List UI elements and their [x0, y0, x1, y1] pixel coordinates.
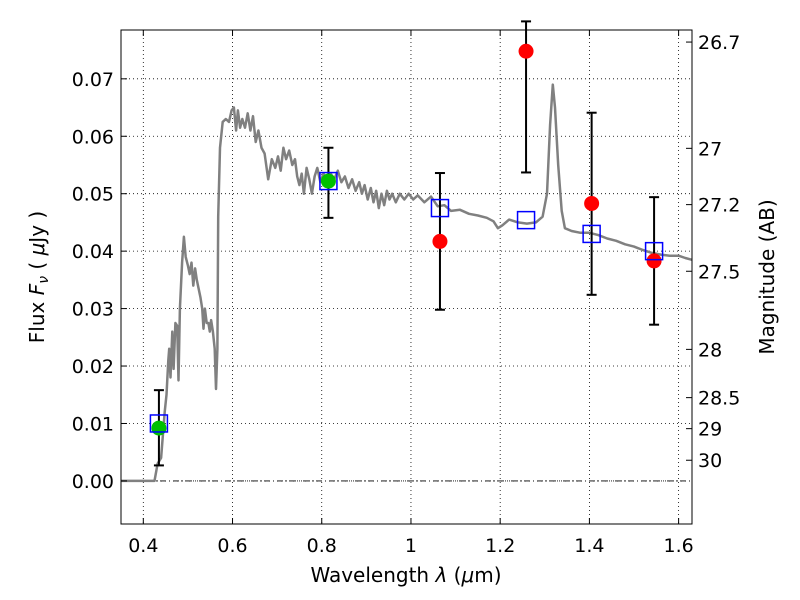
- model-photometry-squares: [149, 171, 664, 433]
- y-axis-mu: μ: [25, 243, 49, 257]
- x-tick-label: 1: [405, 535, 417, 557]
- x-axis-title-text: Wavelength: [310, 563, 435, 587]
- y-axis-nu: ν: [36, 276, 52, 284]
- model-spectrum: [121, 83, 693, 483]
- plot-frame: [120, 29, 693, 525]
- model-photometry-square: [582, 224, 601, 244]
- x-tick-label: 1.4: [574, 535, 604, 557]
- y-tick-label: 0.00: [72, 471, 114, 493]
- mag-tick-label: 26.7: [698, 32, 740, 54]
- y-tick-label: 0.02: [72, 356, 114, 378]
- x-axis-mu: μ: [460, 563, 474, 587]
- mag-tick-label: 27.5: [698, 261, 740, 283]
- detection-point: [151, 420, 167, 436]
- y-axis-unit: Jy ): [25, 211, 49, 245]
- y-tick-label: 0.07: [72, 69, 114, 91]
- x-tick-label: 0.8: [307, 535, 337, 557]
- y-tick-label: 0.05: [72, 184, 114, 206]
- y-axis-paren: (: [25, 255, 49, 276]
- mag-tick-label: 30: [698, 450, 722, 472]
- right-axis-title: Magnitude (AB): [755, 199, 779, 354]
- x-axis-unit: m): [474, 563, 501, 587]
- y-axis-title: Flux Fν ( μJy ): [25, 211, 52, 343]
- y-axis-title-text: Flux: [25, 295, 49, 343]
- x-tick-label: 1.2: [485, 535, 515, 557]
- mag-tick-label: 27.2: [698, 195, 740, 217]
- model-photometry-square: [430, 198, 450, 218]
- tick-labels: 0.4 0.6 0.8 1 1.2 1.4 1.6 0.00 0.01 0.02 0.03 0.04 0…: [72, 32, 741, 557]
- y-tick-label: 0.04: [72, 241, 114, 263]
- x-tick-label: 1.6: [664, 535, 694, 557]
- detection-point: [320, 173, 336, 189]
- x-axis-title: Wavelength λ (μm): [310, 563, 501, 587]
- mag-tick-label: 29: [698, 419, 722, 441]
- mag-tick-label: 27: [698, 138, 722, 160]
- model-photometry-square: [644, 241, 664, 261]
- model-photometry-square: [319, 171, 338, 191]
- x-tick-label: 0.6: [217, 535, 247, 557]
- y-tick-label: 0.03: [72, 299, 114, 321]
- nondetection-point: [518, 43, 534, 59]
- nondetection-point: [646, 253, 662, 269]
- model-photometry-square: [516, 210, 536, 230]
- model-photometry-square: [149, 414, 169, 433]
- nondetection-point: [584, 195, 600, 211]
- axis-ticks: [121, 30, 692, 524]
- y-tick-label: 0.01: [72, 413, 114, 435]
- spectrum-line: [121, 83, 693, 483]
- x-axis-lambda: λ: [434, 563, 447, 587]
- x-tick-label: 0.4: [128, 535, 158, 557]
- y-tick-label: 0.06: [72, 126, 114, 148]
- x-axis-paren: (: [447, 563, 461, 587]
- nondetection-point: [432, 233, 448, 249]
- mag-tick-label: 28: [698, 339, 722, 361]
- mag-tick-label: 28.5: [698, 388, 740, 410]
- data-points: [151, 43, 662, 436]
- y-axis-F: F: [25, 283, 49, 295]
